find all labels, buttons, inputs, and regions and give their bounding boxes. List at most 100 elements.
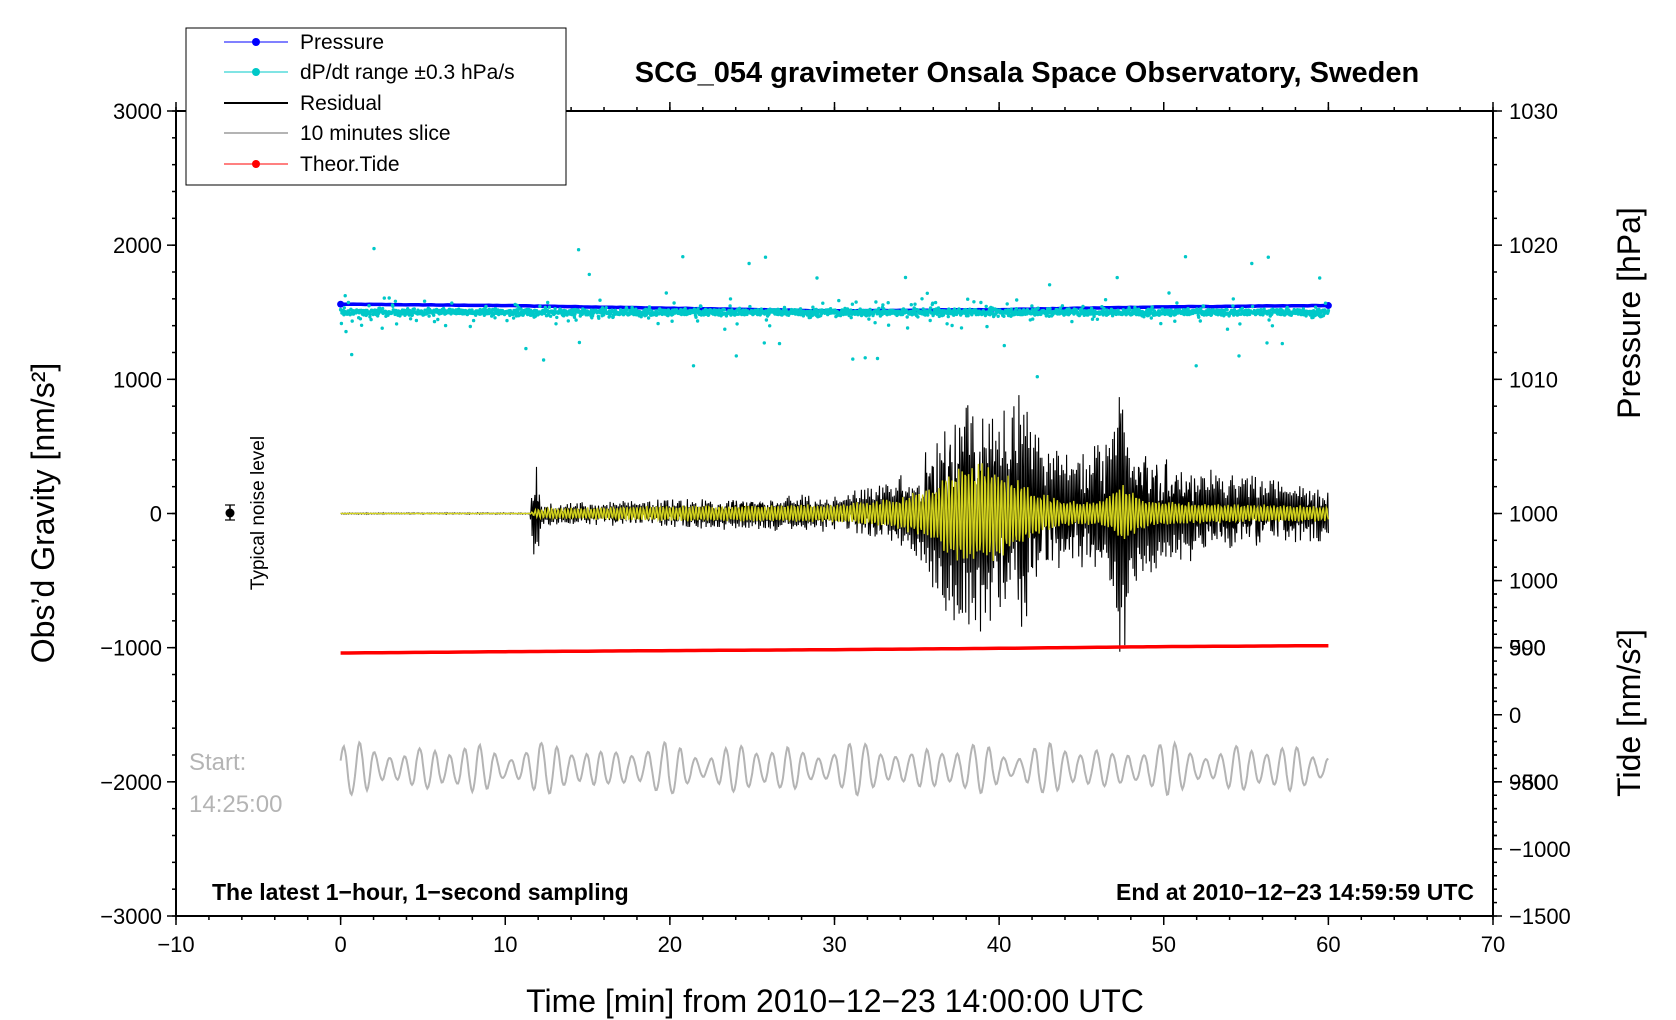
dpdt-point [422,299,427,303]
pressure-tick-label: 1020 [1509,233,1558,258]
dpdt-point [493,307,498,311]
dpdt-point [538,304,542,308]
dpdt-point [450,301,454,305]
axes-layer: −10 0 10 20 30 40 50 60 703000200010000−1000−200… [100,99,1571,957]
dpdt-point [763,255,768,259]
dpdt-point [1150,305,1154,309]
legend-tide-label: Theor.Tide [300,153,400,176]
dpdt-point [505,318,509,323]
dpdt-point [1250,304,1255,309]
dpdt-point [723,327,727,331]
dpdt-point [811,305,815,309]
dpdt-point [979,300,983,305]
x-tick-label: 60 [1316,932,1340,957]
dpdt-point [672,301,676,305]
dpdt-point [572,315,577,319]
dpdt-point [972,300,976,304]
dpdt-point [1047,314,1051,318]
dpdt-point [1115,275,1119,280]
dpdt-point [699,304,703,309]
dpdt-point [1035,375,1040,379]
dpdt-point [1265,341,1269,345]
dpdt-point [468,324,472,329]
dpdt-point [647,305,652,309]
dpdt-point [966,314,970,318]
y-left-tick-label: 1000 [113,367,162,392]
dpdt-point [873,321,877,325]
dpdt-point [928,306,933,310]
dpdt-point [1005,302,1009,306]
dpdt-point [427,314,431,318]
y-left-tick-label: −2000 [100,770,162,795]
dpdt-point [587,272,591,277]
dpdt-point [380,326,384,330]
dpdt-point [1095,317,1100,321]
dpdt-point [886,323,891,327]
dpdt-point [905,326,910,330]
dpdt-point [886,301,890,305]
dpdt-point [858,307,862,311]
dpdt-point [1036,306,1040,310]
dpdt-point [1198,319,1203,323]
dpdt-point [691,364,696,368]
y-left-tick-label: −3000 [100,904,162,929]
dpdt-point [837,298,841,303]
dpdt-point [386,313,390,317]
dpdt-point [985,324,989,329]
dpdt-point [546,300,550,305]
dpdt-point [984,304,988,309]
dpdt-point [1225,327,1230,331]
dpdt-point [996,314,1000,318]
dpdt-point [1323,301,1328,305]
dpdt-point [1070,319,1074,324]
pressure-tick-label: 990 [1509,636,1546,661]
dpdt-point [1048,307,1052,311]
dpdt-point [414,318,419,323]
dpdt-point [762,341,766,345]
dpdt-point [359,323,364,327]
pressure-tick-label: 980 [1509,770,1546,795]
dpdt-point [1015,298,1019,302]
sampling-note: The latest 1−hour, 1−second sampling [212,879,629,905]
dpdt-point [577,340,582,345]
dpdt-point [1225,308,1229,312]
slice-start-time: 14:25:00 [189,791,282,818]
y-axis-title-tide: Tide [nm/s²] [1611,629,1647,797]
dpdt-point [815,276,819,280]
dpdt-point [387,296,391,300]
dpdt-point [696,307,700,311]
dpdt-point [1240,306,1245,310]
y-axis-title-pressure: Pressure [hPa] [1611,207,1647,419]
dpdt-point [925,291,929,295]
legend-residual-label: Residual [300,92,382,115]
pressure-start-point [337,300,345,308]
dpdt-point [574,318,578,322]
chart-title: SCG_054 gravimeter Onsala Space Observat… [635,57,1419,89]
tide-tick-label: −1500 [1509,904,1571,929]
dpdt-point [695,319,700,323]
dpdt-point [1183,255,1188,259]
pressure-tick-label: 1030 [1509,99,1558,124]
dpdt-point [821,301,825,305]
dpdt-point [656,321,660,326]
legend-pressure-label: Pressure [300,31,384,54]
dpdt-point [1194,364,1198,368]
dpdt-point [877,306,881,311]
dpdt-point [646,316,651,320]
dpdt-point [342,306,346,310]
dpdt-point [903,275,908,280]
y-left-tick-label: 3000 [113,99,162,124]
tide-tick-label: 500 [1509,636,1546,661]
dpdt-point [1197,315,1201,319]
dpdt-point [1285,305,1289,310]
dpdt-scatter [338,246,1331,379]
legend-slice-label: 10 minutes slice [300,122,451,145]
dpdt-point [737,306,742,310]
noise-level-marker [225,508,235,518]
dpdt-point [1080,307,1084,311]
dpdt-point [782,305,787,310]
dpdt-point [945,322,949,326]
noise-level-label: Typical noise level [248,436,269,590]
dpdt-point [1175,301,1179,305]
dpdt-point [1030,304,1034,308]
